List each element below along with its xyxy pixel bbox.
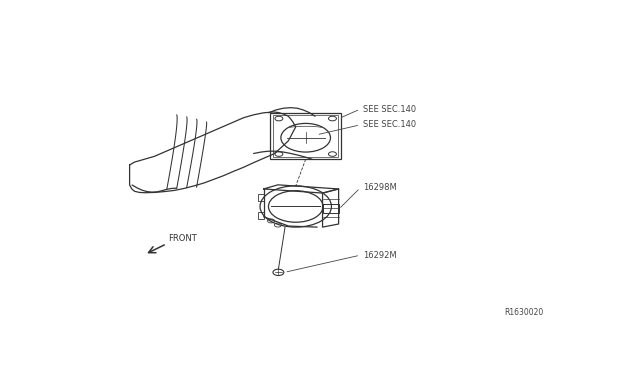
Text: 16298M: 16298M [363, 183, 396, 192]
Text: FRONT: FRONT [168, 234, 197, 243]
Text: SEE SEC.140: SEE SEC.140 [363, 121, 416, 129]
Text: SEE SEC.140: SEE SEC.140 [363, 105, 416, 113]
Text: 16292M: 16292M [363, 251, 396, 260]
Text: R1630020: R1630020 [504, 308, 543, 317]
